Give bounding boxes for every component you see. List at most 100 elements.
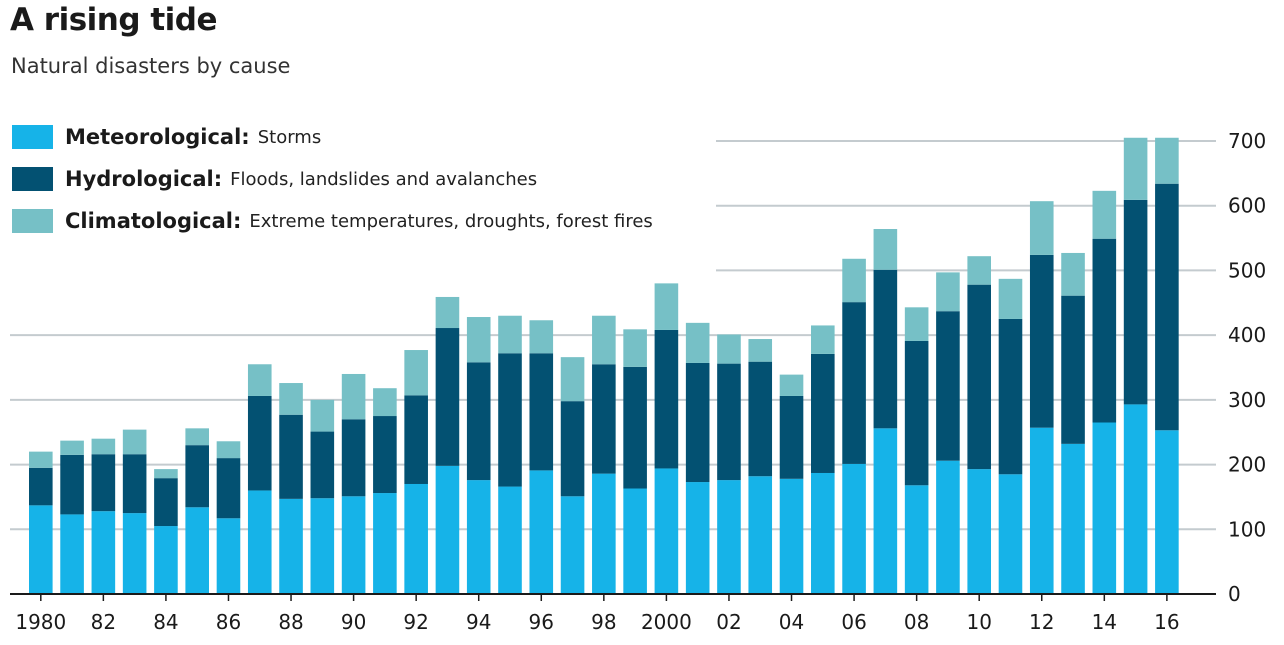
legend-item-meteorological: Meteorological: Storms [12,116,653,158]
bar-meteorological-2015 [1123,404,1148,594]
bar-climatological-1983 [122,429,147,455]
bar-climatological-2014 [1092,190,1117,239]
bar-meteorological-2010 [967,469,991,594]
bar-meteorological-1988 [279,498,303,594]
bar-climatological-1990 [341,373,366,420]
bar-meteorological-2011 [998,474,1023,594]
bar-meteorological-2009 [936,460,960,594]
bar-meteorological-2014 [1092,422,1117,594]
bar-hydrological-2014 [1092,238,1117,423]
bar-meteorological-1996 [529,470,554,594]
bar-climatological-2005 [811,325,835,354]
x-tick-label: 10 [966,610,991,634]
x-tick-label: 86 [216,610,241,634]
bar-hydrological-1981 [60,454,84,515]
bar-hydrological-2012 [1029,254,1054,428]
bar-hydrological-1980 [29,467,53,506]
bar-climatological-2007 [873,229,898,270]
bar-hydrological-1986 [216,458,241,519]
bar-climatological-2001 [685,322,710,363]
bar-hydrological-1989 [310,431,335,499]
bar-meteorological-2013 [1061,443,1085,594]
bar-hydrological-2007 [873,269,898,429]
bar-hydrological-1985 [185,445,209,508]
x-tick-label: 08 [904,610,929,634]
chart-title: A rising tide [10,2,218,38]
legend-swatch-meteorological [12,125,53,149]
bar-hydrological-2013 [1061,295,1085,444]
bar-hydrological-2005 [811,353,835,473]
bar-meteorological-1982 [91,511,116,594]
bar-climatological-1984 [154,469,178,479]
bar-hydrological-1987 [247,395,272,491]
bar-meteorological-1987 [247,490,272,594]
legend-swatch-hydrological [12,167,53,191]
x-tick-label: 14 [1092,610,1117,634]
bar-meteorological-1983 [122,513,147,594]
x-tick-label: 2000 [641,610,692,634]
bar-climatological-1997 [560,357,585,402]
bar-meteorological-2016 [1155,430,1179,594]
bar-hydrological-1998 [592,364,616,474]
x-tick-label: 1980 [15,610,66,634]
bar-meteorological-1989 [310,498,335,594]
bar-climatological-2008 [904,307,929,341]
legend-label-meteorological: Meteorological: [65,125,250,149]
y-tick-label: 100 [1228,517,1266,541]
bar-hydrological-2015 [1123,199,1148,405]
x-tick-label: 98 [591,610,616,634]
legend-desc-hydrological: Floods, landslides and avalanches [230,168,538,190]
bar-hydrological-1996 [529,353,554,471]
bar-climatological-2010 [967,256,991,285]
bar-hydrological-1990 [341,419,366,497]
bar-meteorological-1981 [60,514,84,594]
bar-climatological-1999 [623,329,647,367]
bar-hydrological-2003 [748,361,773,477]
bar-climatological-2006 [842,258,866,303]
bar-meteorological-1997 [560,496,585,594]
bar-meteorological-1993 [435,465,460,594]
bar-hydrological-2001 [685,362,710,483]
bar-climatological-1998 [592,315,616,365]
bar-hydrological-2011 [998,318,1023,475]
legend-swatch-climatological [12,209,53,233]
bar-meteorological-1991 [373,493,397,594]
bar-climatological-2015 [1123,137,1148,200]
bar-hydrological-1982 [91,454,116,512]
x-tick-label: 02 [716,610,741,634]
bar-climatological-1985 [185,428,209,446]
legend-desc-climatological: Extreme temperatures, droughts, forest f… [249,210,653,232]
bar-meteorological-2006 [842,463,866,594]
y-tick-label: 200 [1228,453,1266,477]
axes: 0 100 200 300 400 500 600 700 1980 82 84 86 88 90 92 94… [10,129,1266,634]
x-tick-label: 96 [529,610,554,634]
bar-meteorological-2000 [654,468,679,594]
bar-climatological-2009 [936,272,960,312]
bar-hydrological-2000 [654,329,679,469]
y-tick-label: 600 [1228,194,1266,218]
x-tick-label: 94 [466,610,491,634]
bar-climatological-2012 [1029,201,1054,255]
bar-hydrological-2010 [967,284,991,470]
bars [29,137,1179,594]
bar-climatological-2003 [748,339,773,362]
bar-hydrological-1994 [466,362,491,481]
y-tick-label: 400 [1228,323,1266,347]
bar-climatological-1987 [247,364,272,396]
x-tick-label: 88 [278,610,303,634]
bar-meteorological-2001 [685,482,710,594]
bar-climatological-2004 [779,374,804,396]
bar-hydrological-1992 [404,395,428,484]
bar-hydrological-2016 [1155,183,1179,431]
bar-climatological-1980 [29,451,53,468]
x-tick-label: 12 [1029,610,1054,634]
bar-meteorological-2004 [779,478,804,594]
bar-hydrological-2002 [717,363,741,481]
x-tick-label: 92 [403,610,428,634]
bar-hydrological-1988 [279,414,303,499]
bar-climatological-1992 [404,350,428,396]
bar-climatological-1981 [60,440,84,455]
bar-hydrological-2004 [779,395,804,479]
bar-hydrological-1984 [154,478,178,527]
